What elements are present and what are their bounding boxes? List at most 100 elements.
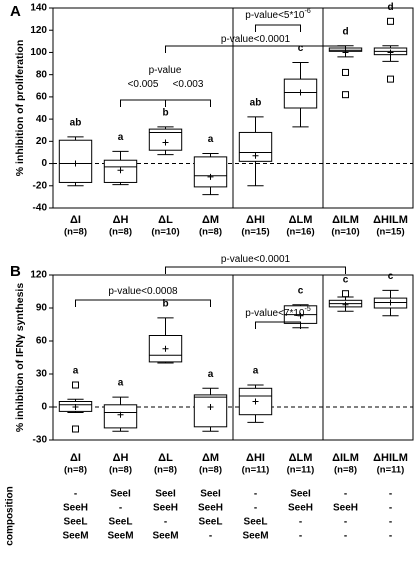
y-axis-title: % inhibition of IFNγ synthesis	[14, 283, 26, 433]
group-letter: a	[118, 132, 124, 143]
n-label: (n=8)	[334, 465, 357, 476]
composition-cell: -	[164, 517, 167, 528]
composition-cell: SeeH	[153, 503, 178, 514]
mean-marker	[117, 167, 124, 174]
composition-cell: -	[254, 489, 257, 500]
significance-label: p-value<0.0008	[108, 286, 178, 297]
y-tick-label: 30	[36, 369, 48, 380]
n-label: (n=10)	[331, 227, 359, 238]
mean-marker	[252, 152, 259, 159]
significance-label: p-value<5*10-6	[245, 8, 311, 21]
panel-label: B	[10, 263, 21, 280]
group-letter: ab	[250, 98, 262, 109]
composition-cell: -	[389, 517, 392, 528]
composition-cell: SeeM	[152, 531, 178, 542]
group-letter: a	[118, 378, 124, 389]
composition-cell: -	[344, 517, 347, 528]
x-tick-label: ΔILM	[332, 214, 359, 226]
significance-label: <0.005	[128, 79, 159, 90]
mean-marker	[207, 404, 214, 410]
outlier	[342, 290, 349, 298]
significance-text: p-value<0.0001	[221, 34, 291, 45]
x-tick-label: ΔM	[202, 214, 219, 226]
group-letter: a	[73, 366, 79, 377]
x-tick-label: ΔI	[70, 214, 81, 226]
mean-marker	[297, 89, 304, 96]
mean-marker	[387, 299, 394, 306]
composition-cell: SeeL	[109, 517, 133, 528]
n-label: (n=8)	[64, 465, 87, 476]
mean-marker	[162, 139, 169, 146]
mean-marker	[297, 312, 304, 319]
group-letter: b	[162, 299, 168, 310]
composition-cell: SeeI	[110, 489, 131, 500]
mean-marker	[72, 160, 79, 167]
y-tick-label: 90	[36, 303, 48, 314]
significance-bracket	[120, 99, 166, 107]
n-label: (n=15)	[241, 227, 269, 238]
significance-label: p-value	[149, 65, 182, 76]
composition-cell: -	[74, 489, 77, 500]
y-tick-label: 60	[36, 92, 48, 103]
group-letter: a	[208, 369, 214, 380]
n-label: (n=11)	[377, 465, 405, 476]
y-tick-label: 0	[41, 158, 47, 169]
group-letter: a	[208, 134, 214, 145]
y-tick-label: 40	[36, 114, 48, 125]
x-tick-label: ΔILM	[332, 452, 359, 464]
x-tick-label: ΔHI	[246, 214, 265, 226]
composition-cell: -	[389, 531, 392, 542]
n-label: (n=8)	[199, 227, 222, 238]
significance-text: p-value<5*10	[245, 10, 305, 21]
significance-exponent: -5	[304, 306, 310, 313]
y-tick-label: -30	[33, 435, 48, 446]
significance-label: p-value<7*10-5	[245, 306, 311, 319]
x-tick-label: ΔHILM	[373, 452, 408, 464]
significance-text: p-value<0.0001	[221, 254, 291, 265]
outlier	[342, 68, 349, 76]
composition-cell: SeeL	[64, 517, 88, 528]
significance-bracket	[255, 321, 301, 329]
group-letter: d	[387, 2, 393, 13]
significance-label: p-value<0.0001	[221, 254, 291, 265]
outlier	[387, 17, 394, 25]
composition-cell: SeeH	[198, 503, 223, 514]
x-tick-label: ΔL	[158, 452, 173, 464]
composition-cell: -	[389, 489, 392, 500]
composition-cell: -	[299, 517, 302, 528]
significance-label: <0.003	[173, 79, 204, 90]
significance-text: p-value	[149, 65, 182, 76]
y-axis-title: % inhibition of proliferation	[14, 40, 26, 177]
n-label: (n=11)	[242, 465, 270, 476]
composition-cell: -	[209, 531, 212, 542]
n-label: (n=8)	[109, 465, 132, 476]
composition-cell: -	[119, 503, 122, 514]
significance-bracket	[165, 266, 346, 274]
composition-cell: SeeM	[242, 531, 268, 542]
composition-cell: -	[299, 531, 302, 542]
box	[58, 139, 93, 183]
n-label: (n=15)	[376, 227, 404, 238]
group-letter: c	[298, 285, 304, 296]
x-tick-label: ΔLM	[289, 452, 313, 464]
significance-bracket	[165, 99, 211, 107]
significance-text: p-value<0.0008	[108, 286, 178, 297]
y-tick-label: -20	[33, 180, 48, 191]
composition-cell: SeeI	[200, 489, 221, 500]
outlier	[342, 91, 349, 99]
group-letter: d	[342, 26, 348, 37]
x-tick-label: ΔH	[113, 214, 129, 226]
composition-cell: SeeM	[107, 531, 133, 542]
n-label: (n=8)	[154, 465, 177, 476]
outlier	[72, 425, 79, 433]
y-tick-label: 120	[30, 25, 47, 36]
significance-exponent: -6	[304, 8, 310, 15]
composition-cell: -	[344, 531, 347, 542]
significance-text: <0.005	[128, 79, 159, 90]
mean-marker	[207, 173, 214, 180]
n-label: (n=11)	[287, 465, 315, 476]
significance-bracket	[255, 24, 301, 32]
outlier	[72, 381, 79, 389]
mean-marker	[252, 398, 259, 405]
composition-cell: SeeL	[244, 517, 268, 528]
